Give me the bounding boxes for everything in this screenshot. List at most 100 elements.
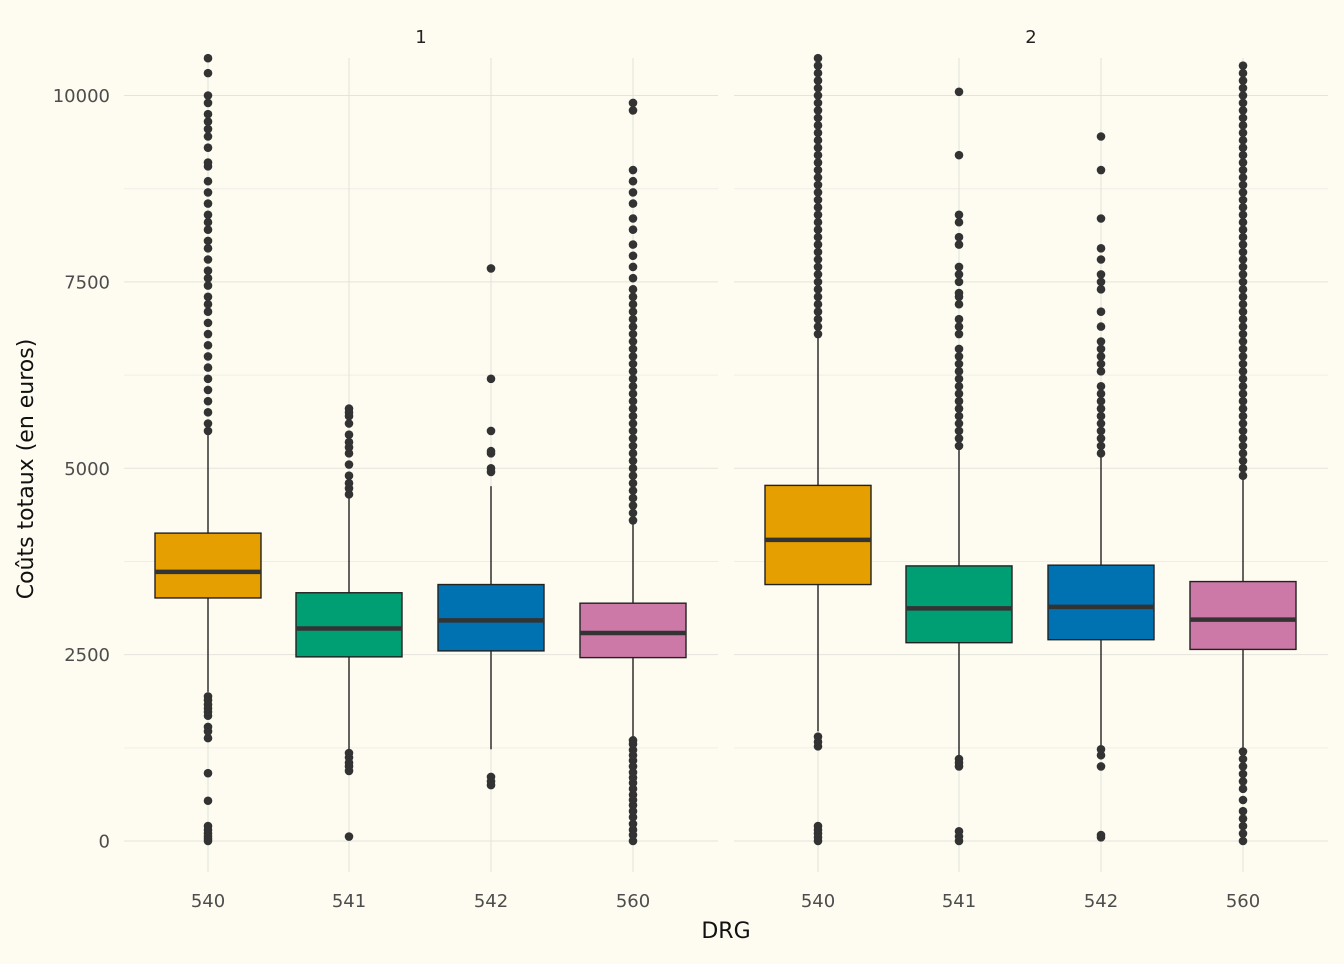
outlier-point bbox=[203, 98, 213, 108]
facet-label: 2 bbox=[1025, 27, 1036, 48]
outlier-point bbox=[1096, 411, 1106, 421]
outlier-point bbox=[203, 225, 213, 234]
outlier-point bbox=[1238, 747, 1248, 756]
y-tick-label: 7500 bbox=[64, 272, 110, 293]
x-tick-label: 542 bbox=[1084, 891, 1118, 912]
outlier-point bbox=[344, 478, 354, 488]
outlier-point bbox=[628, 806, 638, 816]
outlier-point bbox=[628, 516, 638, 525]
box-iqr bbox=[437, 583, 545, 652]
outlier-point bbox=[1096, 830, 1106, 840]
outlier-point bbox=[203, 109, 213, 119]
outlier-point bbox=[954, 359, 964, 369]
outlier-point bbox=[1096, 165, 1106, 175]
outlier-point bbox=[344, 471, 354, 481]
outlier-point bbox=[1096, 750, 1106, 760]
outlier-point bbox=[203, 426, 213, 436]
outlier-point bbox=[203, 266, 213, 275]
x-tick-label: 540 bbox=[191, 891, 225, 912]
outlier-point bbox=[954, 827, 964, 836]
outlier-point bbox=[1238, 210, 1248, 220]
outlier-point bbox=[954, 434, 964, 443]
outlier-point bbox=[628, 165, 638, 175]
outlier-point bbox=[1096, 441, 1106, 451]
outlier-point bbox=[813, 68, 823, 78]
outlier-point bbox=[954, 87, 964, 97]
outlier-point bbox=[813, 322, 823, 331]
outlier-point bbox=[1238, 322, 1248, 331]
outlier-point bbox=[813, 173, 823, 182]
outlier-point bbox=[1238, 121, 1248, 130]
outlier-point bbox=[203, 210, 213, 220]
outlier-point bbox=[203, 340, 213, 350]
outlier-point bbox=[954, 150, 964, 160]
y-tick-label: 10000 bbox=[53, 86, 110, 107]
outlier-point bbox=[1238, 135, 1248, 145]
outlier-point bbox=[1096, 322, 1106, 331]
outlier-point bbox=[1238, 806, 1248, 816]
box-2-542 bbox=[1047, 132, 1155, 842]
outlier-point bbox=[954, 441, 964, 451]
outlier-point bbox=[954, 217, 964, 227]
outlier-point bbox=[813, 270, 823, 279]
outlier-point bbox=[813, 158, 823, 167]
outlier-point bbox=[203, 329, 213, 339]
outlier-point bbox=[628, 389, 638, 399]
outlier-point bbox=[954, 411, 964, 421]
outlier-point bbox=[954, 374, 964, 384]
outlier-point bbox=[628, 299, 638, 309]
outlier-point bbox=[628, 784, 638, 794]
outlier-point bbox=[486, 374, 496, 384]
outlier-point bbox=[203, 352, 213, 361]
outlier-point bbox=[1238, 374, 1248, 384]
outlier-point bbox=[813, 210, 823, 220]
outlier-point bbox=[1238, 83, 1248, 93]
outlier-point bbox=[203, 796, 213, 806]
outlier-point bbox=[954, 322, 964, 331]
outlier-point bbox=[203, 307, 213, 316]
outlier-point bbox=[628, 314, 638, 324]
x-tick-label: 541 bbox=[332, 891, 366, 912]
outlier-point bbox=[1238, 434, 1248, 443]
box-2-540 bbox=[764, 53, 872, 846]
outlier-point bbox=[1096, 277, 1106, 287]
outlier-point bbox=[1238, 76, 1248, 85]
outlier-point bbox=[813, 195, 823, 205]
outlier-point bbox=[203, 124, 213, 134]
outlier-point bbox=[1238, 762, 1248, 771]
outlier-point bbox=[813, 307, 823, 316]
outlier-point bbox=[1096, 381, 1106, 391]
outlier-point bbox=[628, 441, 638, 451]
outlier-point bbox=[628, 359, 638, 369]
outlier-point bbox=[1096, 426, 1106, 436]
outlier-point bbox=[628, 329, 638, 339]
outlier-point bbox=[813, 150, 823, 160]
outlier-point bbox=[628, 404, 638, 413]
x-tick-label: 560 bbox=[1226, 891, 1260, 912]
box-1-541 bbox=[295, 404, 403, 841]
outlier-point bbox=[203, 385, 213, 395]
outlier-point bbox=[813, 285, 823, 294]
outlier-point bbox=[1096, 337, 1106, 346]
outlier-point bbox=[628, 292, 638, 302]
outlier-point bbox=[813, 247, 823, 257]
outlier-point bbox=[954, 288, 964, 298]
outlier-point bbox=[954, 396, 964, 406]
outlier-point bbox=[954, 381, 964, 391]
outlier-point bbox=[954, 210, 964, 220]
outlier-point bbox=[628, 307, 638, 316]
outlier-point bbox=[203, 132, 213, 141]
outlier-point bbox=[203, 408, 213, 417]
outlier-point bbox=[813, 262, 823, 272]
outlier-point bbox=[1238, 367, 1248, 376]
outlier-point bbox=[628, 225, 638, 234]
outlier-point bbox=[344, 460, 354, 469]
outlier-point bbox=[628, 478, 638, 488]
outlier-point bbox=[954, 419, 964, 428]
outlier-point bbox=[1238, 404, 1248, 413]
outlier-point bbox=[1096, 745, 1106, 754]
outlier-point bbox=[1238, 821, 1248, 831]
outlier-point bbox=[954, 299, 964, 309]
outlier-point bbox=[1238, 240, 1248, 249]
